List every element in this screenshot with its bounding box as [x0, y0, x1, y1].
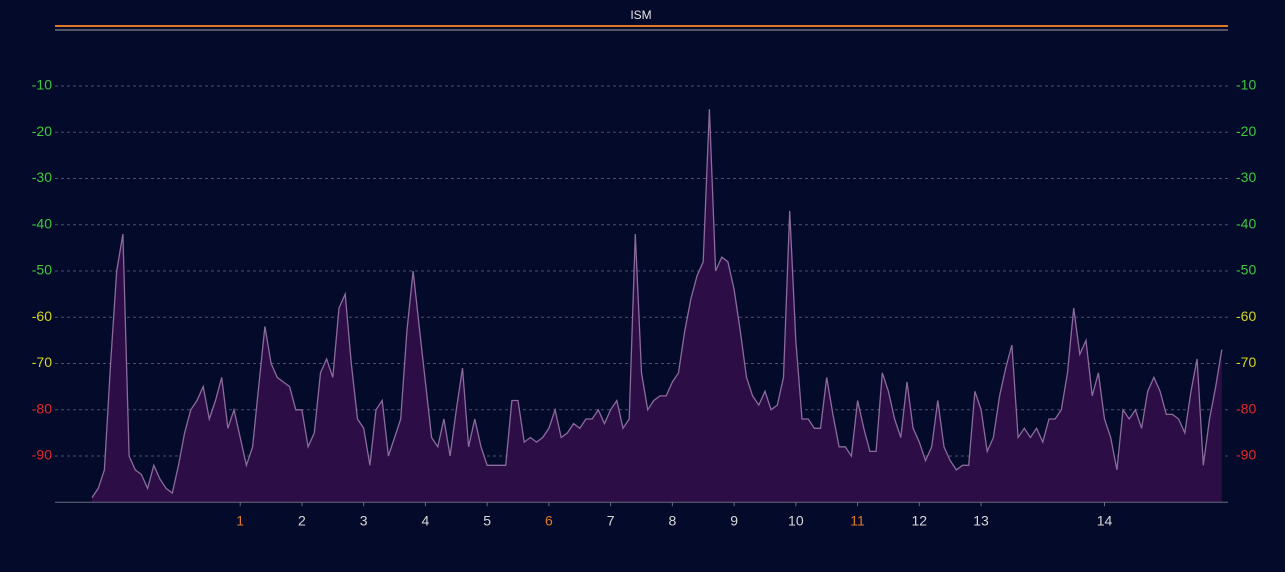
area — [92, 109, 1222, 503]
y-tick-label: -90 — [32, 447, 52, 463]
x-tick-label: 14 — [1097, 513, 1113, 529]
y-tick-label: -20 — [1236, 123, 1256, 139]
y-tick-label: -20 — [32, 123, 52, 139]
y-tick-label: -80 — [1236, 400, 1256, 416]
y-tick-label: -10 — [1236, 77, 1256, 93]
y-tick-label: -30 — [32, 169, 52, 185]
x-tick-label: 3 — [360, 513, 368, 529]
y-tick-label: -40 — [1236, 215, 1256, 231]
y-tick-label: -30 — [1236, 169, 1256, 185]
y-tick-label: -40 — [32, 215, 52, 231]
x-tick-label: 13 — [973, 513, 989, 529]
x-tick-label: 10 — [788, 513, 804, 529]
x-tick-label: 11 — [850, 513, 865, 529]
y-tick-label: -70 — [32, 354, 52, 370]
y-tick-label: -60 — [32, 308, 52, 324]
line — [91, 109, 1223, 498]
chart-title: ISM — [630, 8, 651, 22]
y-tick-label: -50 — [32, 262, 52, 278]
x-tick-label: 2 — [298, 513, 306, 529]
x-tick-label: 1 — [236, 513, 244, 529]
y-tick-label: -90 — [1236, 447, 1256, 463]
x-tick-label: 9 — [730, 513, 738, 529]
x-tick-label: 12 — [912, 513, 928, 529]
x-tick-label: 4 — [422, 513, 430, 529]
y-tick-label: -10 — [32, 77, 52, 93]
x-tick-label: 5 — [483, 513, 491, 529]
y-tick-label: -60 — [1236, 308, 1256, 324]
y-tick-label: -80 — [32, 400, 52, 416]
x-tick-label: 6 — [545, 513, 553, 529]
y-tick-label: -70 — [1236, 354, 1256, 370]
x-tick-label: 7 — [607, 513, 615, 529]
y-tick-label: -50 — [1236, 262, 1256, 278]
x-tick-label: 8 — [668, 513, 676, 529]
